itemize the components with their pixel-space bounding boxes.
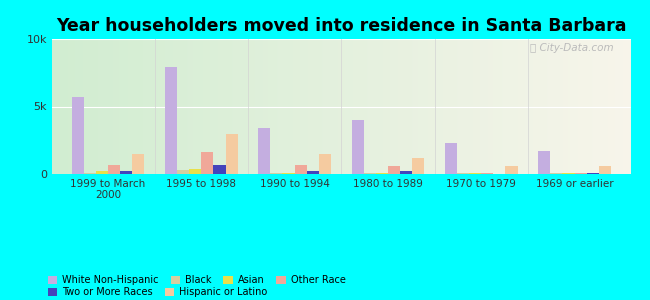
Title: Year householders moved into residence in Santa Barbara: Year householders moved into residence i… — [56, 17, 627, 35]
Bar — [506, 166, 517, 174]
Bar — [84, 173, 96, 174]
Bar — [165, 67, 177, 174]
Bar — [72, 97, 84, 174]
Bar — [294, 164, 307, 174]
Bar — [376, 173, 388, 174]
Bar — [120, 171, 132, 174]
Bar — [481, 173, 493, 174]
Bar — [599, 166, 611, 174]
Bar — [283, 173, 294, 174]
Bar — [213, 164, 226, 174]
Bar — [319, 154, 331, 174]
Bar — [587, 173, 599, 174]
Bar — [400, 171, 412, 174]
Bar — [258, 128, 270, 174]
Bar — [538, 151, 551, 174]
Bar — [132, 154, 144, 174]
Bar — [575, 173, 587, 174]
Bar — [177, 170, 189, 174]
Bar — [96, 171, 108, 174]
Bar — [202, 152, 213, 174]
Bar — [457, 173, 469, 174]
Bar — [469, 173, 481, 174]
Bar — [445, 143, 457, 174]
Bar — [108, 164, 120, 174]
Bar — [562, 173, 575, 174]
Bar — [388, 166, 400, 174]
Bar — [352, 120, 363, 174]
Bar — [363, 173, 376, 174]
Text: ⓘ City-Data.com: ⓘ City-Data.com — [530, 43, 613, 53]
Bar — [189, 169, 202, 174]
Bar — [226, 134, 238, 174]
Bar — [270, 173, 283, 174]
Bar — [551, 173, 562, 174]
Bar — [412, 158, 424, 174]
Legend: White Non-Hispanic, Black, Asian, Other Race: White Non-Hispanic, Black, Asian, Other … — [44, 272, 350, 289]
Legend: Two or More Races, Hispanic or Latino: Two or More Races, Hispanic or Latino — [44, 284, 271, 300]
Bar — [307, 171, 319, 174]
